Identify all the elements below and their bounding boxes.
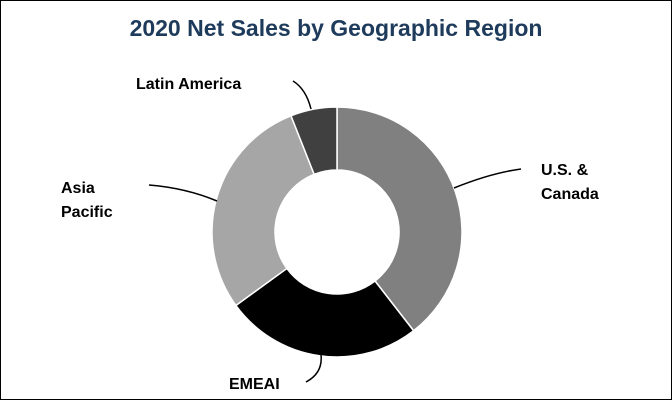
donut-slice [234, 267, 415, 358]
donut-slice [290, 106, 338, 176]
slice-label: U.S. & Canada [541, 162, 599, 203]
leader-line [453, 168, 522, 189]
donut-slice [336, 106, 463, 332]
slice-label: Asia Pacific [61, 180, 113, 221]
chart-title: 2020 Net Sales by Geographic Region [129, 15, 543, 41]
leader-line [148, 184, 218, 202]
donut-slice [211, 114, 316, 307]
slice-label: Latin America [136, 76, 242, 93]
leader-line [305, 354, 322, 383]
slice-label: EMEAI [229, 376, 280, 393]
leader-line [292, 80, 312, 110]
